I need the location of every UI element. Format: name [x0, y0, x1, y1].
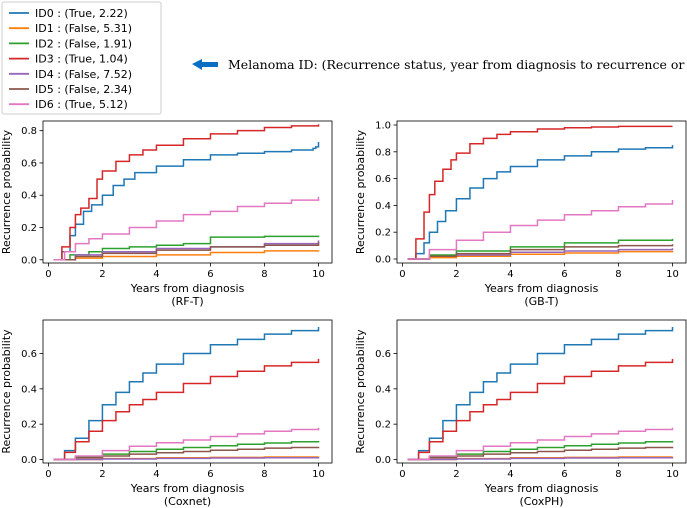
y-tick-label: 0.8 — [375, 147, 391, 158]
legend-entry: ID2 : (False, 1.91) — [35, 37, 132, 50]
y-tick-label: 0.6 — [21, 349, 37, 360]
chart-panel: 0 2 4 6 8 10 0.0 0.2 0.4 0.6 Years from diagnosis(… — [354, 319, 687, 508]
legend-entry: ID6 : (True, 5.12) — [35, 98, 128, 111]
y-tick-label: 0.2 — [375, 228, 391, 239]
chart-subtitle: (GB-T) — [524, 295, 558, 308]
x-tick-label: 2 — [99, 269, 105, 280]
y-tick-label: 1.0 — [375, 121, 391, 132]
x-axis-label: Years from diagnosis — [484, 482, 599, 495]
y-tick-label: 0.6 — [375, 349, 391, 360]
x-tick-label: 2 — [99, 469, 105, 480]
y-tick-label: 0.6 — [375, 174, 391, 185]
y-tick-label: 0.4 — [375, 384, 391, 395]
x-tick-label: 0 — [45, 269, 51, 280]
chart-subtitle: (CoxPH) — [519, 495, 563, 508]
legend-entry: ID4 : (False, 7.52) — [35, 68, 132, 81]
legend-entry: ID3 : (True, 1.04) — [35, 53, 128, 66]
series-line — [407, 358, 674, 461]
panels: 0 2 4 6 8 10 0.0 0.2 0.4 0.6 0.8 Years from diagnos… — [0, 120, 687, 508]
y-axis-label: Recurrence probability — [354, 129, 367, 254]
series-line — [53, 358, 320, 461]
legend-items: ID0 : (True, 2.22) ID1 : (False, 5.31) ID2… — [9, 7, 132, 111]
x-tick-label: 10 — [666, 269, 679, 280]
plot-frame — [396, 319, 687, 464]
x-axis-label: Years from diagnosis — [130, 482, 245, 495]
series-line — [407, 200, 674, 260]
plot-frame — [42, 319, 333, 464]
x-tick-label: 2 — [453, 469, 459, 480]
x-tick-label: 8 — [615, 469, 621, 480]
y-tick-label: 0.0 — [375, 254, 391, 265]
left-arrow-icon — [192, 59, 218, 70]
x-tick-label: 10 — [666, 469, 679, 480]
x-tick-label: 6 — [561, 269, 567, 280]
series-line — [53, 427, 320, 461]
x-tick-label: 10 — [312, 269, 325, 280]
legend-entry: ID0 : (True, 2.22) — [35, 7, 128, 20]
series-line — [407, 125, 673, 260]
series-line — [407, 327, 674, 461]
series-line — [407, 427, 674, 461]
series-line — [407, 456, 674, 461]
series-line — [53, 196, 320, 261]
series-line — [53, 240, 320, 261]
series-line — [53, 446, 320, 461]
y-tick-label: 0.6 — [21, 158, 37, 169]
x-tick-label: 8 — [261, 469, 267, 480]
x-tick-label: 2 — [453, 269, 459, 280]
series-line — [407, 446, 674, 461]
legend-frame — [1, 1, 162, 115]
x-tick-label: 4 — [153, 469, 159, 480]
chart-panel: 0 2 4 6 8 10 0.0 0.2 0.4 0.6 Years from diagnosis(… — [0, 319, 333, 508]
x-tick-label: 4 — [153, 269, 159, 280]
x-axis-label: Years from diagnosis — [484, 282, 599, 295]
x-axis-label: Years from diagnosis — [130, 282, 245, 295]
y-tick-label: 0.0 — [375, 455, 391, 466]
y-tick-label: 0.4 — [21, 191, 37, 202]
y-axis-label: Recurrence probability — [0, 129, 13, 254]
legend-entry: ID1 : (False, 5.31) — [35, 22, 132, 35]
chart-panel: 0 2 4 6 8 10 0.0 0.2 0.4 0.6 0.8 Years from diagnos… — [0, 120, 333, 308]
y-axis-label: Recurrence probability — [0, 329, 13, 454]
y-tick-label: 0.0 — [21, 455, 37, 466]
x-tick-label: 6 — [561, 469, 567, 480]
y-tick-label: 0.4 — [21, 384, 37, 395]
x-tick-label: 8 — [261, 269, 267, 280]
series-line — [53, 242, 320, 261]
chart-panel: 0 2 4 6 8 10 0.0 0.2 0.4 0.6 0.8 1.0 Years from diag… — [354, 120, 687, 308]
y-tick-label: 0.8 — [21, 126, 37, 137]
series-line — [53, 456, 320, 461]
chart-subtitle: (Coxnet) — [164, 495, 211, 508]
series-line — [407, 145, 674, 260]
x-tick-label: 10 — [312, 469, 325, 480]
legend: ID0 : (True, 2.22) ID1 : (False, 5.31) ID2… — [1, 1, 162, 115]
x-tick-label: 0 — [45, 469, 51, 480]
y-tick-label: 0.2 — [21, 223, 37, 234]
series-line — [53, 124, 320, 261]
x-tick-label: 0 — [399, 269, 405, 280]
y-axis-label: Recurrence probability — [354, 329, 367, 454]
plot-frame — [396, 120, 687, 264]
x-tick-label: 0 — [399, 469, 405, 480]
x-tick-label: 4 — [507, 269, 513, 280]
y-tick-label: 0.2 — [21, 420, 37, 431]
x-tick-label: 4 — [507, 469, 513, 480]
legend-entry: ID5 : (False, 2.34) — [35, 83, 132, 96]
x-tick-label: 6 — [207, 269, 213, 280]
y-tick-label: 0.2 — [375, 420, 391, 431]
chart-subtitle: (RF-T) — [171, 295, 203, 308]
plot-frame — [42, 120, 333, 264]
series-line — [53, 327, 320, 461]
annotation-text: Melanoma ID: (Recurrence status, year fr… — [228, 57, 687, 72]
x-tick-label: 8 — [615, 269, 621, 280]
series-line — [53, 141, 320, 261]
y-tick-label: 0.0 — [21, 255, 37, 266]
x-tick-label: 6 — [207, 469, 213, 480]
y-tick-label: 0.4 — [375, 201, 391, 212]
annotation: Melanoma ID: (Recurrence status, year fr… — [192, 57, 687, 72]
